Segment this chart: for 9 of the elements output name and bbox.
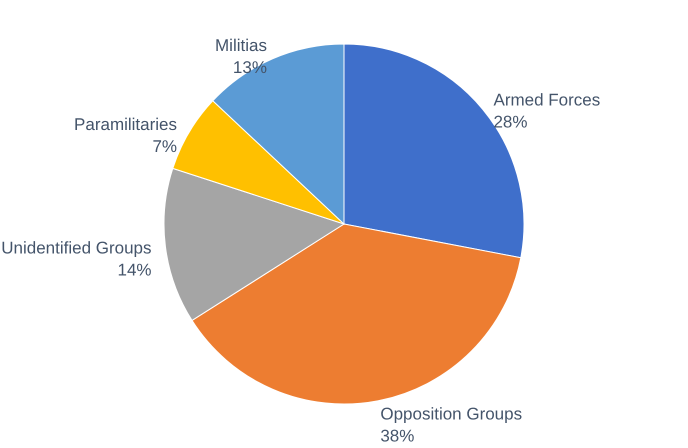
slice-label: Militias [215,36,267,55]
slice-label: Unidentified Groups [1,238,152,258]
data-label: 14% [118,260,152,280]
data-label: 28% [493,112,528,132]
slice-label: Armed Forces [493,90,600,110]
slice-label: Paramilitaries [74,115,178,134]
data-label: 38% [380,426,414,446]
data-label: 7% [152,137,178,156]
slice-label: Opposition Groups [380,404,522,424]
